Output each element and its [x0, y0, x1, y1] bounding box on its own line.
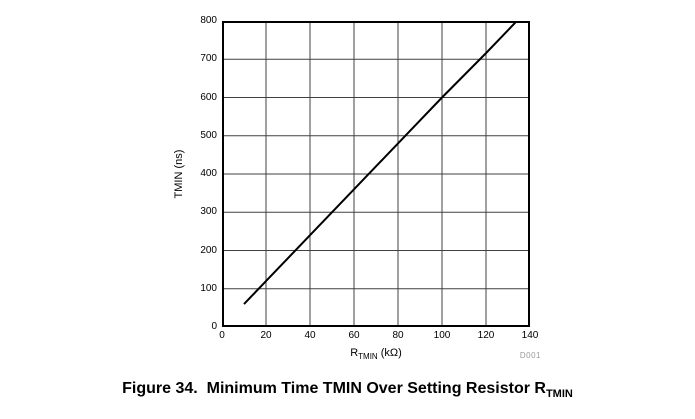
y-tick-label: 400 — [200, 168, 217, 179]
x-tick-label: 20 — [260, 330, 272, 341]
y-tick-label: 700 — [200, 53, 217, 65]
y-tick-label: 0 — [211, 321, 217, 332]
y-tick-label: 500 — [200, 129, 217, 141]
plot-frame — [222, 21, 530, 327]
x-axis-label-subscript: TMIN — [358, 352, 378, 362]
x-axis-label: RTMIN (kΩ) — [306, 346, 446, 362]
figure-caption: Figure 34. Minimum Time TMIN Over Settin… — [0, 379, 695, 401]
x-tick-label: 120 — [477, 330, 495, 341]
x-tick-label: 100 — [433, 330, 451, 341]
plot-id-code: D001 — [519, 351, 541, 360]
x-tick-label: 40 — [304, 330, 316, 341]
data-line-tmin — [243, 21, 518, 305]
x-tick-label: 60 — [348, 330, 360, 341]
y-tick-label: 800 — [200, 15, 217, 26]
x-tick-label: 80 — [392, 330, 404, 341]
y-tick-label: 600 — [200, 91, 217, 103]
plot-area — [222, 21, 530, 327]
x-tick-label: 140 — [521, 330, 539, 341]
y-tick-label: 200 — [200, 244, 217, 256]
x-axis-label-prefix: R — [350, 347, 359, 359]
figure-caption-text: Figure 34. Minimum Time TMIN Over Settin… — [122, 380, 546, 397]
y-tick-label: 300 — [200, 206, 217, 218]
figure-caption-subscript: TMIN — [545, 388, 573, 401]
x-tick-label: 0 — [219, 330, 225, 341]
y-tick-label: 100 — [200, 282, 217, 294]
x-axis-label-suffix: (kΩ) — [377, 347, 402, 359]
